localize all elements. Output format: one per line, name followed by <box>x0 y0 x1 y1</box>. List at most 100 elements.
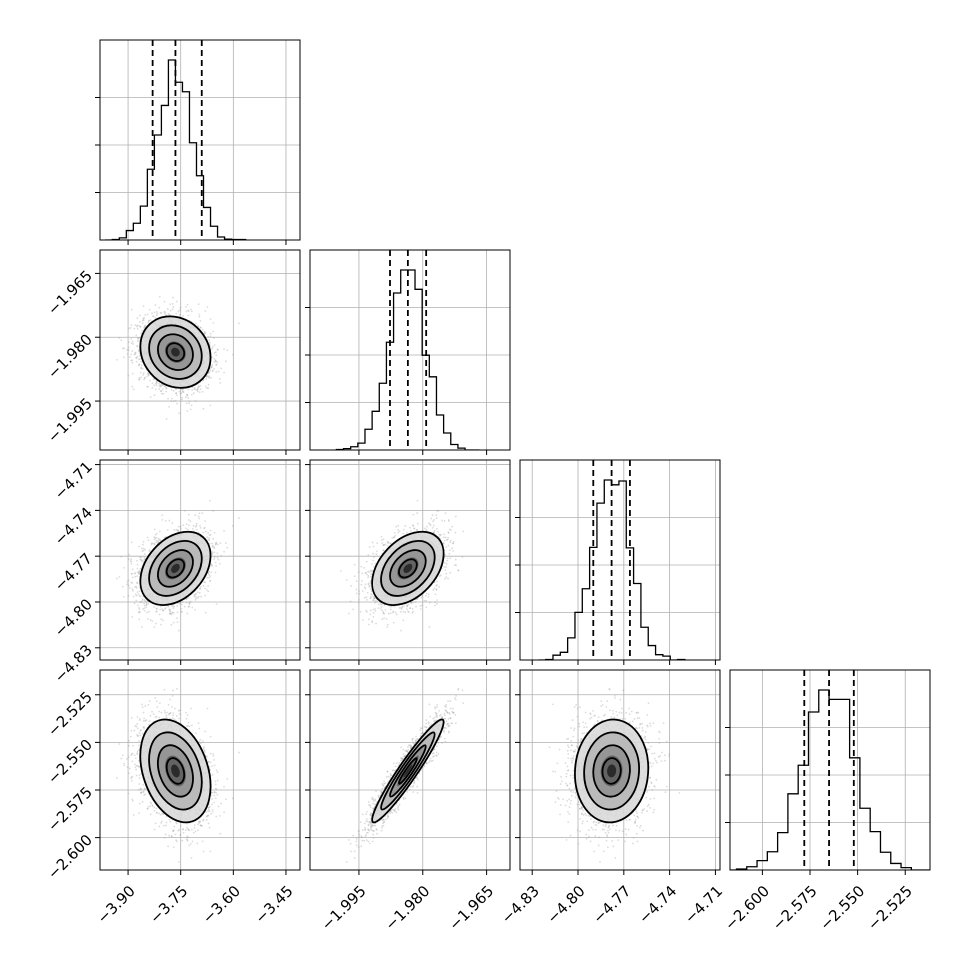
sample-point <box>161 388 164 391</box>
sample-point <box>179 527 182 530</box>
sample-point <box>199 587 201 590</box>
sample-point <box>130 581 133 584</box>
sample-point <box>195 524 198 527</box>
sample-point <box>171 303 174 305</box>
sample-point <box>187 528 189 531</box>
sample-point <box>207 538 210 541</box>
sample-point <box>130 359 133 362</box>
sample-point <box>206 536 209 539</box>
sample-point <box>195 528 198 531</box>
sample-point <box>145 600 147 603</box>
sample-point <box>139 595 142 598</box>
sample-point <box>208 574 211 576</box>
sample-point <box>199 326 202 329</box>
sample-point <box>134 572 137 574</box>
sample-point <box>176 605 179 607</box>
sample-point <box>138 320 141 323</box>
sample-point <box>159 605 162 608</box>
sample-point <box>189 408 192 411</box>
sample-point <box>192 525 195 527</box>
sample-point <box>155 539 158 542</box>
sample-point <box>160 390 163 392</box>
sample-point <box>197 385 200 388</box>
sample-point <box>209 335 212 338</box>
sample-point <box>163 300 166 303</box>
sample-point <box>208 339 211 342</box>
sample-point <box>143 317 145 319</box>
sample-point <box>220 554 223 557</box>
sample-point <box>177 629 180 632</box>
sample-point <box>147 539 150 542</box>
sample-point <box>136 604 139 607</box>
sample-point <box>151 387 154 389</box>
sample-point <box>131 372 134 375</box>
sample-point <box>134 575 137 578</box>
sample-point <box>164 311 167 314</box>
sample-point <box>131 361 134 364</box>
sample-point <box>197 385 200 388</box>
sample-point <box>202 531 205 534</box>
sample-point <box>135 357 138 360</box>
sample-point <box>154 388 157 391</box>
sample-point <box>207 590 210 593</box>
sample-point <box>172 621 175 624</box>
sample-point <box>162 609 165 612</box>
sample-point <box>179 525 182 528</box>
sample-point <box>165 387 168 389</box>
sample-point <box>123 347 126 350</box>
sample-point <box>139 325 142 328</box>
sample-point <box>202 379 205 381</box>
sample-point <box>160 392 163 395</box>
sample-point <box>219 381 222 384</box>
sample-point <box>189 520 192 523</box>
sample-point <box>153 542 156 545</box>
sample-point <box>216 556 219 559</box>
sample-point <box>153 626 156 628</box>
sample-point <box>136 581 139 584</box>
sample-point <box>130 560 133 563</box>
sample-point <box>127 579 130 582</box>
sample-point <box>134 353 136 356</box>
sample-point <box>142 319 145 321</box>
sample-point <box>160 623 162 626</box>
sample-point <box>140 626 143 628</box>
sample-point <box>136 345 139 347</box>
sample-point <box>172 400 175 403</box>
sample-point <box>182 388 185 391</box>
sample-point <box>140 366 142 369</box>
sample-point <box>138 590 141 593</box>
sample-point <box>171 611 174 614</box>
sample-point <box>144 325 146 328</box>
sample-point <box>142 305 145 308</box>
sample-point <box>158 384 161 387</box>
sample-point <box>135 360 138 363</box>
sample-point <box>219 542 222 545</box>
sample-point <box>180 392 183 394</box>
panel-frame <box>309 249 511 451</box>
sample-point <box>148 610 150 613</box>
sample-point <box>215 363 218 366</box>
sample-point <box>147 320 150 323</box>
sample-point <box>199 526 202 529</box>
sample-point <box>127 553 130 556</box>
sample-point <box>208 537 211 539</box>
sample-point <box>198 512 201 515</box>
sample-point <box>203 581 206 583</box>
sample-point <box>152 378 155 381</box>
sample-point <box>197 325 200 328</box>
sample-point <box>147 374 150 376</box>
sample-point <box>213 352 216 354</box>
sample-point <box>127 584 130 587</box>
sample-point <box>159 539 162 541</box>
sample-point <box>175 392 178 395</box>
sample-point <box>211 364 214 366</box>
sample-point <box>115 358 118 361</box>
sample-point <box>213 344 216 346</box>
sample-point <box>136 345 139 348</box>
sample-point <box>187 314 190 317</box>
sample-point <box>193 387 196 389</box>
sample-point <box>153 606 156 608</box>
sample-point <box>155 384 158 387</box>
sample-point <box>190 404 193 407</box>
sample-point <box>205 375 208 378</box>
